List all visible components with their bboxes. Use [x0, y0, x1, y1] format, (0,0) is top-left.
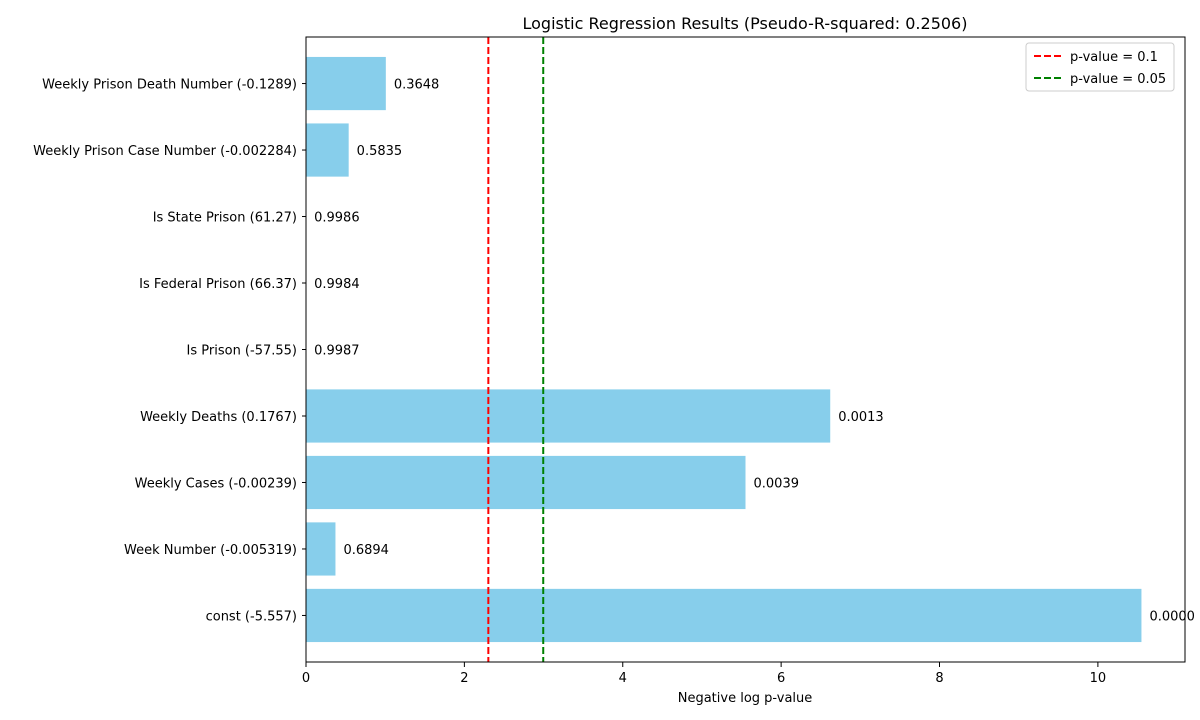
data-label: 0.9984 — [314, 277, 360, 292]
y-tick-label: Week Number (-0.005319) — [124, 543, 297, 558]
bar — [306, 389, 831, 443]
data-label: 0.0000 — [1149, 609, 1195, 624]
x-tick-label: 4 — [619, 671, 627, 686]
y-tick-label: Is Federal Prison (66.37) — [139, 277, 297, 292]
y-tick-label: Weekly Prison Case Number (-0.002284) — [33, 144, 297, 159]
chart-title: Logistic Regression Results (Pseudo-R-sq… — [523, 14, 968, 33]
bar — [306, 56, 386, 111]
plot-frame — [305, 36, 1186, 663]
y-tick-label: Weekly Prison Death Number (-0.1289) — [42, 78, 297, 93]
data-label: 0.0039 — [754, 476, 800, 491]
legend-label-1: p-value = 0.05 — [1070, 72, 1166, 87]
data-label: 0.9986 — [314, 211, 360, 226]
legend-label-0: p-value = 0.1 — [1070, 50, 1158, 65]
x-axis-label: Negative log p-value — [678, 691, 813, 706]
x-tick-label: 6 — [777, 671, 785, 686]
bar — [306, 588, 1142, 643]
x-tick-label: 10 — [1090, 671, 1107, 686]
bar — [306, 123, 349, 177]
x-tick-label: 0 — [302, 671, 310, 686]
x-tick-label: 8 — [935, 671, 943, 686]
data-label: 0.5835 — [357, 144, 403, 159]
bar — [306, 455, 746, 510]
bar — [306, 522, 336, 576]
y-tick-label: Is State Prison (61.27) — [153, 211, 297, 226]
data-label: 0.3648 — [394, 78, 440, 93]
legend-box — [1025, 42, 1175, 92]
data-label: 0.0013 — [838, 410, 884, 425]
data-label: 0.9987 — [314, 344, 360, 359]
data-label: 0.6894 — [343, 543, 389, 558]
y-tick-label: const (-5.557) — [206, 609, 297, 624]
plot-area: const (-5.557) 0.0000 Week Number (-0.0053… — [33, 36, 1195, 686]
y-tick-label: Weekly Cases (-0.00239) — [135, 476, 297, 491]
y-tick-label: Is Prison (-57.55) — [187, 344, 297, 359]
x-tick-label: 2 — [460, 671, 468, 686]
y-tick-label: Weekly Deaths (0.1767) — [140, 410, 297, 425]
